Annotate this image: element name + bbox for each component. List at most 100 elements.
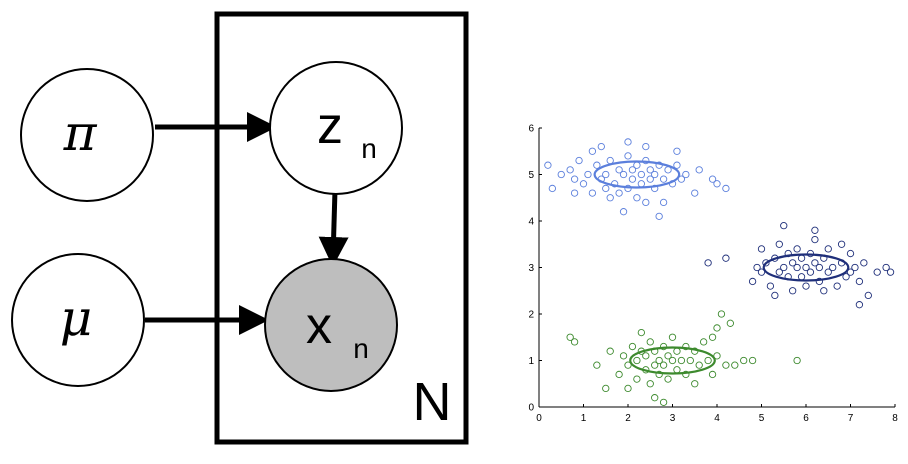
x-tick-label: 2 xyxy=(625,413,631,424)
data-point xyxy=(606,194,614,202)
node-z xyxy=(269,61,403,195)
data-point xyxy=(731,361,739,369)
data-point xyxy=(753,263,761,272)
data-point xyxy=(575,156,583,165)
y-tick-label: 5 xyxy=(528,170,534,181)
scatter-plot: 0 1 2 3 4 5 6 7 8 0 1 2 3 4 5 6 xyxy=(528,124,898,425)
data-point xyxy=(570,338,579,346)
data-point xyxy=(615,370,623,379)
data-point xyxy=(780,263,788,272)
data-point xyxy=(588,189,597,197)
data-point xyxy=(695,166,703,174)
cluster-ellipse-3 xyxy=(629,346,716,375)
data-point xyxy=(619,170,628,179)
data-point xyxy=(824,268,832,276)
data-point xyxy=(646,175,654,183)
node-mu xyxy=(11,253,145,387)
x-tick-label: 3 xyxy=(670,413,676,424)
data-point xyxy=(713,324,721,332)
data-point xyxy=(740,356,748,365)
cluster-ellipse-2 xyxy=(762,253,850,282)
data-point xyxy=(673,347,681,355)
data-point xyxy=(882,263,890,272)
data-point xyxy=(824,245,832,253)
plate xyxy=(214,11,469,445)
data-point xyxy=(651,361,659,369)
data-point xyxy=(793,356,801,365)
data-point xyxy=(757,268,766,276)
data-point xyxy=(797,254,806,262)
data-point xyxy=(722,361,730,369)
y-tick-label: 3 xyxy=(528,263,534,274)
data-point xyxy=(655,356,663,365)
data-point xyxy=(793,245,801,253)
node-x-observed xyxy=(264,258,398,392)
data-point xyxy=(802,263,810,272)
data-point xyxy=(673,161,681,169)
data-point xyxy=(646,338,654,346)
data-point xyxy=(659,361,668,369)
y-tick-label: 0 xyxy=(528,403,534,414)
data-point xyxy=(593,161,601,169)
node-x-label: x xyxy=(306,297,332,355)
data-point xyxy=(624,138,632,146)
data-point xyxy=(677,175,686,183)
data-point xyxy=(655,212,663,221)
data-point xyxy=(708,370,717,379)
node-x-subscript: n xyxy=(353,333,369,364)
data-point xyxy=(815,263,823,272)
data-point xyxy=(851,263,859,272)
data-point xyxy=(651,170,659,179)
data-point xyxy=(602,170,610,179)
data-point xyxy=(704,259,712,267)
data-point xyxy=(642,142,650,151)
data-point xyxy=(659,398,668,406)
data-point xyxy=(806,268,815,276)
data-point xyxy=(677,356,686,365)
data-point xyxy=(664,352,672,360)
y-tick-label: 4 xyxy=(528,217,534,228)
data-point xyxy=(570,175,579,183)
data-point xyxy=(588,147,597,155)
y-tick-label: 6 xyxy=(528,124,534,135)
data-point xyxy=(766,282,775,290)
y-tick-label: 2 xyxy=(528,310,534,321)
data-point xyxy=(775,240,783,248)
data-point xyxy=(579,180,588,188)
data-point xyxy=(628,342,637,351)
data-point xyxy=(602,184,610,193)
data-point xyxy=(651,394,659,402)
y-tick-label: 1 xyxy=(528,356,534,367)
x-tick-label: 0 xyxy=(536,413,542,424)
data-point xyxy=(628,166,637,174)
data-point xyxy=(802,282,810,290)
data-point xyxy=(619,352,628,360)
data-point xyxy=(846,268,855,276)
data-point xyxy=(548,184,556,193)
data-point xyxy=(789,259,797,267)
x-tick-label: 4 xyxy=(714,413,720,424)
data-point xyxy=(722,184,730,193)
data-point xyxy=(659,175,668,183)
cluster-ellipses xyxy=(593,160,850,375)
data-point xyxy=(633,356,641,365)
x-tick-label: 7 xyxy=(848,413,854,424)
data-point xyxy=(624,384,632,393)
data-point xyxy=(837,240,846,248)
data-point xyxy=(722,254,730,262)
data-point xyxy=(691,380,699,388)
data-point xyxy=(864,291,872,300)
data-point xyxy=(886,268,895,276)
data-point xyxy=(833,282,841,290)
data-point xyxy=(628,175,637,183)
data-point xyxy=(642,198,650,207)
data-point xyxy=(811,259,819,267)
axes: 0 1 2 3 4 5 6 7 8 0 1 2 3 4 5 6 xyxy=(528,124,898,425)
node-pi xyxy=(20,68,154,202)
x-tick-label: 1 xyxy=(581,413,587,424)
data-point xyxy=(695,361,703,369)
data-point xyxy=(570,189,579,197)
data-point xyxy=(855,277,864,286)
data-point xyxy=(748,356,757,365)
node-z-label: z xyxy=(317,97,343,155)
